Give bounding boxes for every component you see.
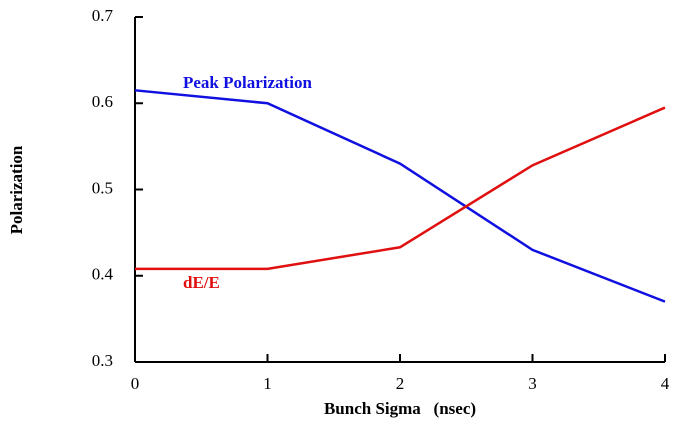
y-tick-label: 0.5 (92, 178, 113, 197)
series-line (134, 89, 666, 303)
x-tick-label: 4 (661, 374, 670, 393)
y-tick-label: 0.6 (92, 92, 113, 111)
y-axis-label: Polarization (7, 145, 26, 234)
y-tick-label: 0.3 (92, 351, 113, 370)
series-label: dE/E (183, 273, 220, 292)
y-tick-label: 0.7 (92, 6, 114, 25)
x-tick-label: 0 (131, 374, 140, 393)
series-label: Peak Polarization (183, 73, 312, 92)
x-axis-label: Bunch Sigma (nsec) (324, 399, 476, 418)
y-tick-label: 0.4 (92, 265, 114, 284)
x-tick-label: 2 (396, 374, 405, 393)
x-tick-label: 1 (263, 374, 272, 393)
x-tick-label: 3 (528, 374, 537, 393)
series-line (135, 106, 666, 271)
